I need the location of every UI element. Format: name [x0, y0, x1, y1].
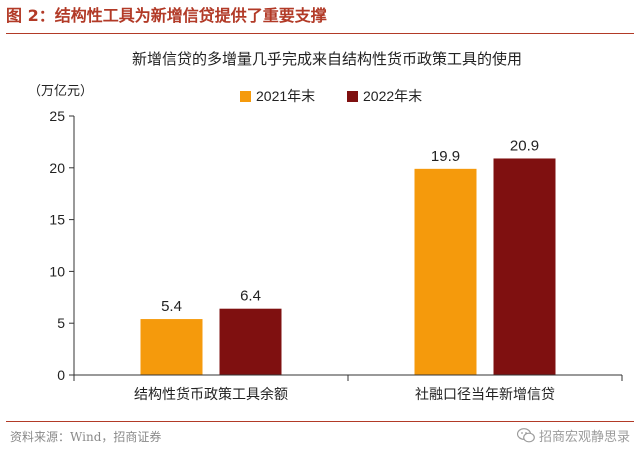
- data-label: 5.4: [161, 298, 182, 315]
- bar: [219, 308, 282, 375]
- y-axis-label: （万亿元）: [28, 84, 93, 99]
- data-label: 6.4: [240, 288, 261, 305]
- x-tick-label: 结构性货币政策工具余额: [134, 386, 288, 403]
- y-tick-label: 15: [49, 212, 65, 228]
- top-divider: [6, 33, 634, 34]
- watermark-text: 招商宏观静思录: [538, 430, 630, 445]
- legend-label: 2021年末: [256, 88, 315, 104]
- legend: 2021年末 2022年末: [240, 88, 422, 104]
- bar: [414, 168, 477, 375]
- figure-title: 图 2：结构性工具为新增信贷提供了重要支撑: [6, 6, 327, 25]
- y-tick-label: 25: [49, 108, 65, 124]
- chart-title: 新增信贷的多增量几乎完成来自结构性货币政策工具的使用: [132, 50, 522, 68]
- wechat-icon: [516, 428, 535, 443]
- data-label: 20.9: [510, 137, 539, 154]
- y-tick-label: 10: [49, 263, 65, 279]
- bars: 5.4 6.4 19.9 20.9: [140, 137, 556, 375]
- legend-swatch: [347, 91, 358, 102]
- legend-label: 2022年末: [363, 88, 422, 104]
- bar: [140, 319, 203, 375]
- legend-swatch: [240, 91, 251, 102]
- x-tick-label: 社融口径当年新增信贷: [415, 387, 555, 403]
- x-axis: 结构性货币政策工具余额 社融口径当年新增信贷: [73, 374, 623, 403]
- bottom-divider: [6, 421, 634, 422]
- y-axis: 0 5 10 15 20 25: [49, 108, 75, 383]
- source-note: 资料来源：Wind，招商证券: [10, 430, 162, 444]
- data-label: 19.9: [431, 148, 460, 165]
- watermark: 招商宏观静思录: [516, 426, 630, 445]
- y-tick-label: 5: [57, 315, 65, 331]
- y-tick-label: 20: [49, 160, 65, 176]
- bar: [493, 158, 556, 375]
- y-tick-label: 0: [57, 367, 65, 383]
